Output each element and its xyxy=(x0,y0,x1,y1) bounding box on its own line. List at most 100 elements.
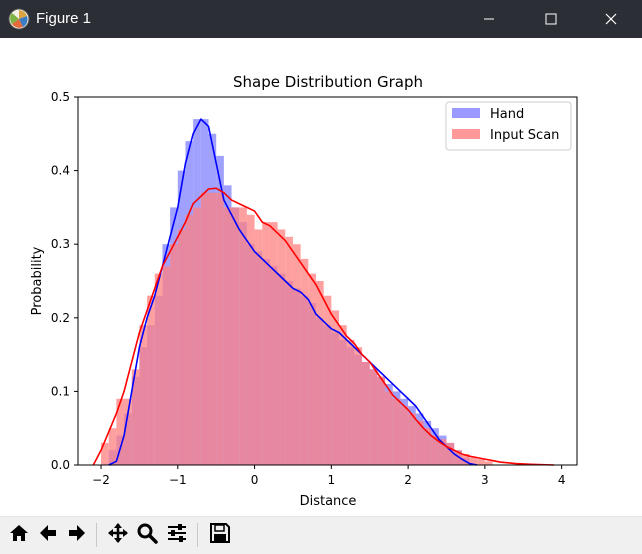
close-button[interactable] xyxy=(588,0,634,38)
chart-title: Shape Distribution Graph xyxy=(233,73,423,91)
x-tick-label: 2 xyxy=(404,473,412,487)
x-axis-label: Distance xyxy=(300,494,357,509)
legend-swatch-input-scan xyxy=(452,129,480,139)
input-scan-hist-bar xyxy=(285,236,293,465)
input-scan-hist-bar xyxy=(147,295,155,465)
input-scan-hist-bar xyxy=(339,325,347,465)
x-tick-label: 0 xyxy=(251,473,259,487)
input-scan-hist-bar xyxy=(484,461,493,465)
input-scan-hist-bar xyxy=(200,192,209,465)
input-scan-hist-bar xyxy=(139,325,148,465)
input-scan-hist-bar xyxy=(185,214,194,465)
input-scan-hist-bar xyxy=(346,339,355,465)
input-scan-hist-bar xyxy=(131,369,140,465)
kde-lines xyxy=(92,118,554,466)
input-scan-hist-bar xyxy=(239,207,247,465)
pan-move-icon xyxy=(107,522,129,548)
zoom-button[interactable] xyxy=(134,522,160,548)
maximize-button[interactable] xyxy=(528,0,574,38)
input-scan-hist-bar xyxy=(116,398,125,465)
minimize-icon xyxy=(483,10,495,29)
input-scan-hist-bar xyxy=(101,442,109,465)
input-scan-hist-bar xyxy=(323,295,332,465)
close-icon xyxy=(605,10,617,29)
input-scan-hist-bar xyxy=(170,244,178,465)
home-button[interactable] xyxy=(6,522,32,548)
pan-button[interactable] xyxy=(105,522,131,548)
x-tick-label: −1 xyxy=(169,473,187,487)
input-scan-hist-bar xyxy=(231,207,240,465)
input-scan-hist-bar xyxy=(446,442,455,465)
y-axis-ticks: 0.0 0.1 0.2 0.3 0.4 0.5 xyxy=(51,90,78,472)
legend: Hand Input Scan xyxy=(445,101,572,151)
input-scan-hist-bar xyxy=(362,361,370,465)
configure-subplots-icon xyxy=(166,522,188,548)
x-tick-label: 1 xyxy=(328,473,336,487)
input-scan-hist-bar xyxy=(216,192,224,465)
input-scan-hist-bar xyxy=(377,376,386,465)
x-axis-ticks: −2 −1 0 1 2 3 4 xyxy=(92,465,565,487)
y-tick-label: 0.3 xyxy=(51,237,70,251)
input-scan-hist-bar xyxy=(392,398,401,465)
back-button[interactable] xyxy=(35,522,61,548)
minimize-button[interactable] xyxy=(466,0,512,38)
figure-canvas[interactable]: Shape Distribution Graph −2 −1 0 1 2 3 4 0.0 0.… xyxy=(0,38,642,516)
distribution-plot[interactable]: Shape Distribution Graph −2 −1 0 1 2 3 4 0.00.… xyxy=(0,38,642,516)
y-tick-label: 0.5 xyxy=(51,90,70,104)
x-tick-label: 4 xyxy=(558,473,566,487)
input-scan-hist-bar xyxy=(369,369,378,465)
input-scan-hist-bar xyxy=(469,457,478,465)
input-scan-hist-bar xyxy=(193,207,201,465)
input-scan-hist-bar xyxy=(254,229,263,465)
toolbar-separator xyxy=(96,523,97,547)
navigation-toolbar xyxy=(0,516,642,554)
hand-kde-line xyxy=(108,118,478,466)
input-scan-hist-bar xyxy=(354,347,363,465)
legend-swatch-hand xyxy=(452,108,480,118)
input-scan-hist-bar xyxy=(408,413,416,465)
input-scan-hist-bar xyxy=(454,450,462,465)
input-scan-hist-bar xyxy=(269,222,278,465)
input-scan-hist-bar xyxy=(431,435,439,465)
input-scan-hist-bar xyxy=(162,266,171,465)
input-scan-hist-bar xyxy=(423,428,432,465)
x-tick-label: 3 xyxy=(481,473,489,487)
input-scan-hist-bar xyxy=(277,229,286,465)
home-icon xyxy=(8,522,30,548)
legend-label-input-scan: Input Scan xyxy=(490,128,559,143)
input-scan-hist-bar xyxy=(246,214,255,465)
forward-arrow-icon xyxy=(66,522,88,548)
maximize-icon xyxy=(545,10,557,29)
plot-frame xyxy=(77,96,578,466)
input-scan-hist-bar xyxy=(223,207,232,465)
y-axis-label: Probability xyxy=(30,246,45,315)
input-scan-hist-bar xyxy=(331,310,340,465)
input-scan-hist-bar xyxy=(438,439,447,465)
input-scan-hist-bar xyxy=(308,273,316,465)
back-arrow-icon xyxy=(37,522,59,548)
save-figure-icon xyxy=(209,522,231,548)
input-scan-kde-line xyxy=(92,187,554,466)
y-tick-label: 0.0 xyxy=(51,458,70,472)
matplotlib-figure-icon xyxy=(8,8,30,30)
save-button[interactable] xyxy=(207,522,233,548)
input-scan-hist-bar xyxy=(292,244,301,465)
input-scan-hist-bar xyxy=(300,258,309,465)
input-scan-hist-bar xyxy=(461,453,470,465)
toolbar-separator xyxy=(197,523,198,547)
y-tick-label: 0.2 xyxy=(51,311,70,325)
input-scan-hist-bar xyxy=(385,391,393,465)
input-scan-hist-bar xyxy=(177,229,186,465)
input-scan-hist-bar xyxy=(477,459,485,465)
zoom-magnifier-icon xyxy=(136,522,158,548)
y-tick-label: 0.4 xyxy=(51,164,70,178)
forward-button[interactable] xyxy=(64,522,90,548)
x-tick-label: −2 xyxy=(92,473,110,487)
window-title: Figure 1 xyxy=(36,10,92,27)
input-scan-hist-bar xyxy=(262,222,270,465)
input-scan-hist-bar xyxy=(315,281,324,465)
window-titlebar: Figure 1 xyxy=(0,0,642,38)
configure-subplots-button[interactable] xyxy=(164,522,190,548)
input-scan-hist-bar xyxy=(124,398,132,465)
y-tick-label: 0.1 xyxy=(51,384,70,398)
